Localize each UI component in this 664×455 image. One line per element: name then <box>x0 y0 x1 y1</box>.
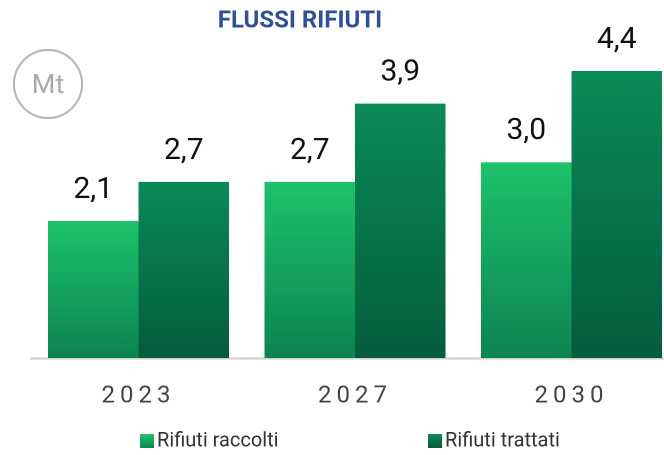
x-tick-label: 2030 <box>535 380 609 408</box>
bar <box>48 221 139 358</box>
legend-swatch <box>140 434 154 448</box>
bar <box>571 71 662 358</box>
bar <box>481 162 572 358</box>
unit-badge <box>13 49 83 119</box>
bar <box>355 103 446 358</box>
x-tick-label: 2027 <box>318 380 392 408</box>
bar <box>264 181 355 358</box>
bar <box>138 181 229 358</box>
value-label: 3,9 <box>380 54 420 89</box>
unit-label: Mt <box>32 68 64 100</box>
value-label: 3,0 <box>506 112 546 147</box>
legend-label: Rifiuti trattati <box>445 427 560 451</box>
value-label: 2,7 <box>290 132 330 167</box>
legend-swatch <box>428 434 442 448</box>
value-label: 2,1 <box>73 171 113 206</box>
value-label: 4,4 <box>597 21 637 56</box>
value-label: 2,7 <box>164 132 204 167</box>
legend-label: Rifiuti raccolti <box>157 427 279 451</box>
chart-title: FLUSSI RIFIUTI <box>218 5 382 33</box>
x-tick-label: 2023 <box>102 380 176 408</box>
